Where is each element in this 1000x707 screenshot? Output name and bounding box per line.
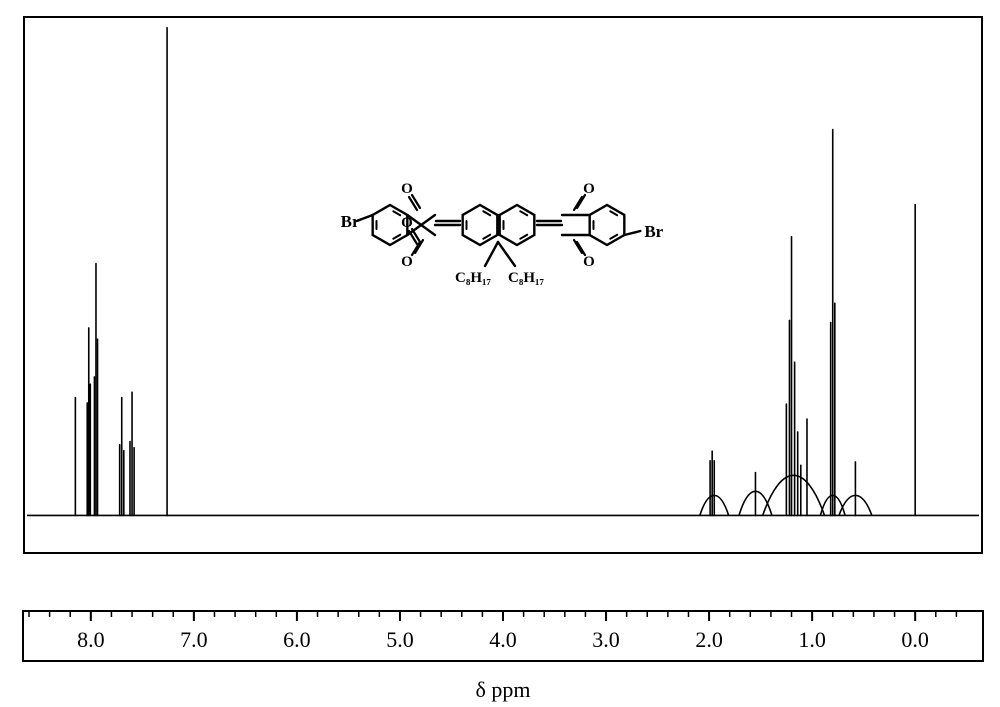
xaxis-tick-label: 8.0 xyxy=(77,627,105,652)
xaxis-tick-label: 4.0 xyxy=(489,627,517,652)
xaxis-tick-label: 0.0 xyxy=(901,627,929,652)
xaxis-tick-label: 1.0 xyxy=(798,627,826,652)
xaxis-label: δ ppm xyxy=(476,677,531,702)
figure-stage: 8.07.06.05.04.03.02.01.00.0δ ppmOOBrOOOB… xyxy=(0,0,1000,707)
xaxis-tick-label: 7.0 xyxy=(180,627,208,652)
plot-frame xyxy=(23,16,983,554)
xaxis-tick-label: 2.0 xyxy=(695,627,723,652)
xaxis-tick-label: 5.0 xyxy=(386,627,414,652)
xaxis-tick-label: 6.0 xyxy=(283,627,311,652)
xaxis-tick-label: 3.0 xyxy=(592,627,620,652)
